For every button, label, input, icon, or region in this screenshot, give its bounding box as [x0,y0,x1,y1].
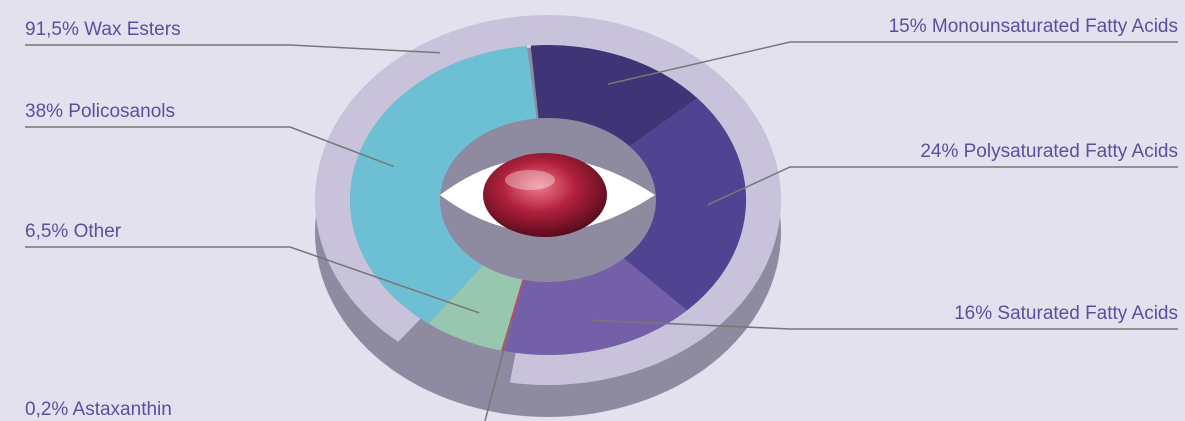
segment-label: 24% Polysaturated Fatty Acids [920,141,1178,162]
donut-segment [623,98,746,311]
segment-label: 6,5% Other [25,221,122,242]
segment-label: 38% Policosanols [25,101,175,122]
segment-label: 16% Saturated Fatty Acids [954,303,1178,324]
leader-line [484,321,512,421]
leader-line [591,319,1178,330]
segment-label: 15% Monounsaturated Fatty Acids [889,16,1178,37]
leader-line [25,126,395,168]
leader-lines [25,41,1178,421]
leader-line [707,166,1178,206]
segments [314,14,781,385]
segment-label: 91,5% Wax Esters [25,19,181,40]
donut-segment [503,258,688,356]
donut-segment [350,45,537,324]
donut-segment [501,279,524,352]
leader-line [25,246,480,314]
donut-segment [530,44,698,147]
capsule-shine [505,170,555,190]
leader-line [25,44,441,54]
segment-label: 0,2% Astaxanthin [25,399,172,420]
leader-line [607,41,1178,85]
donut-segment [428,265,523,351]
capsule [483,153,607,237]
